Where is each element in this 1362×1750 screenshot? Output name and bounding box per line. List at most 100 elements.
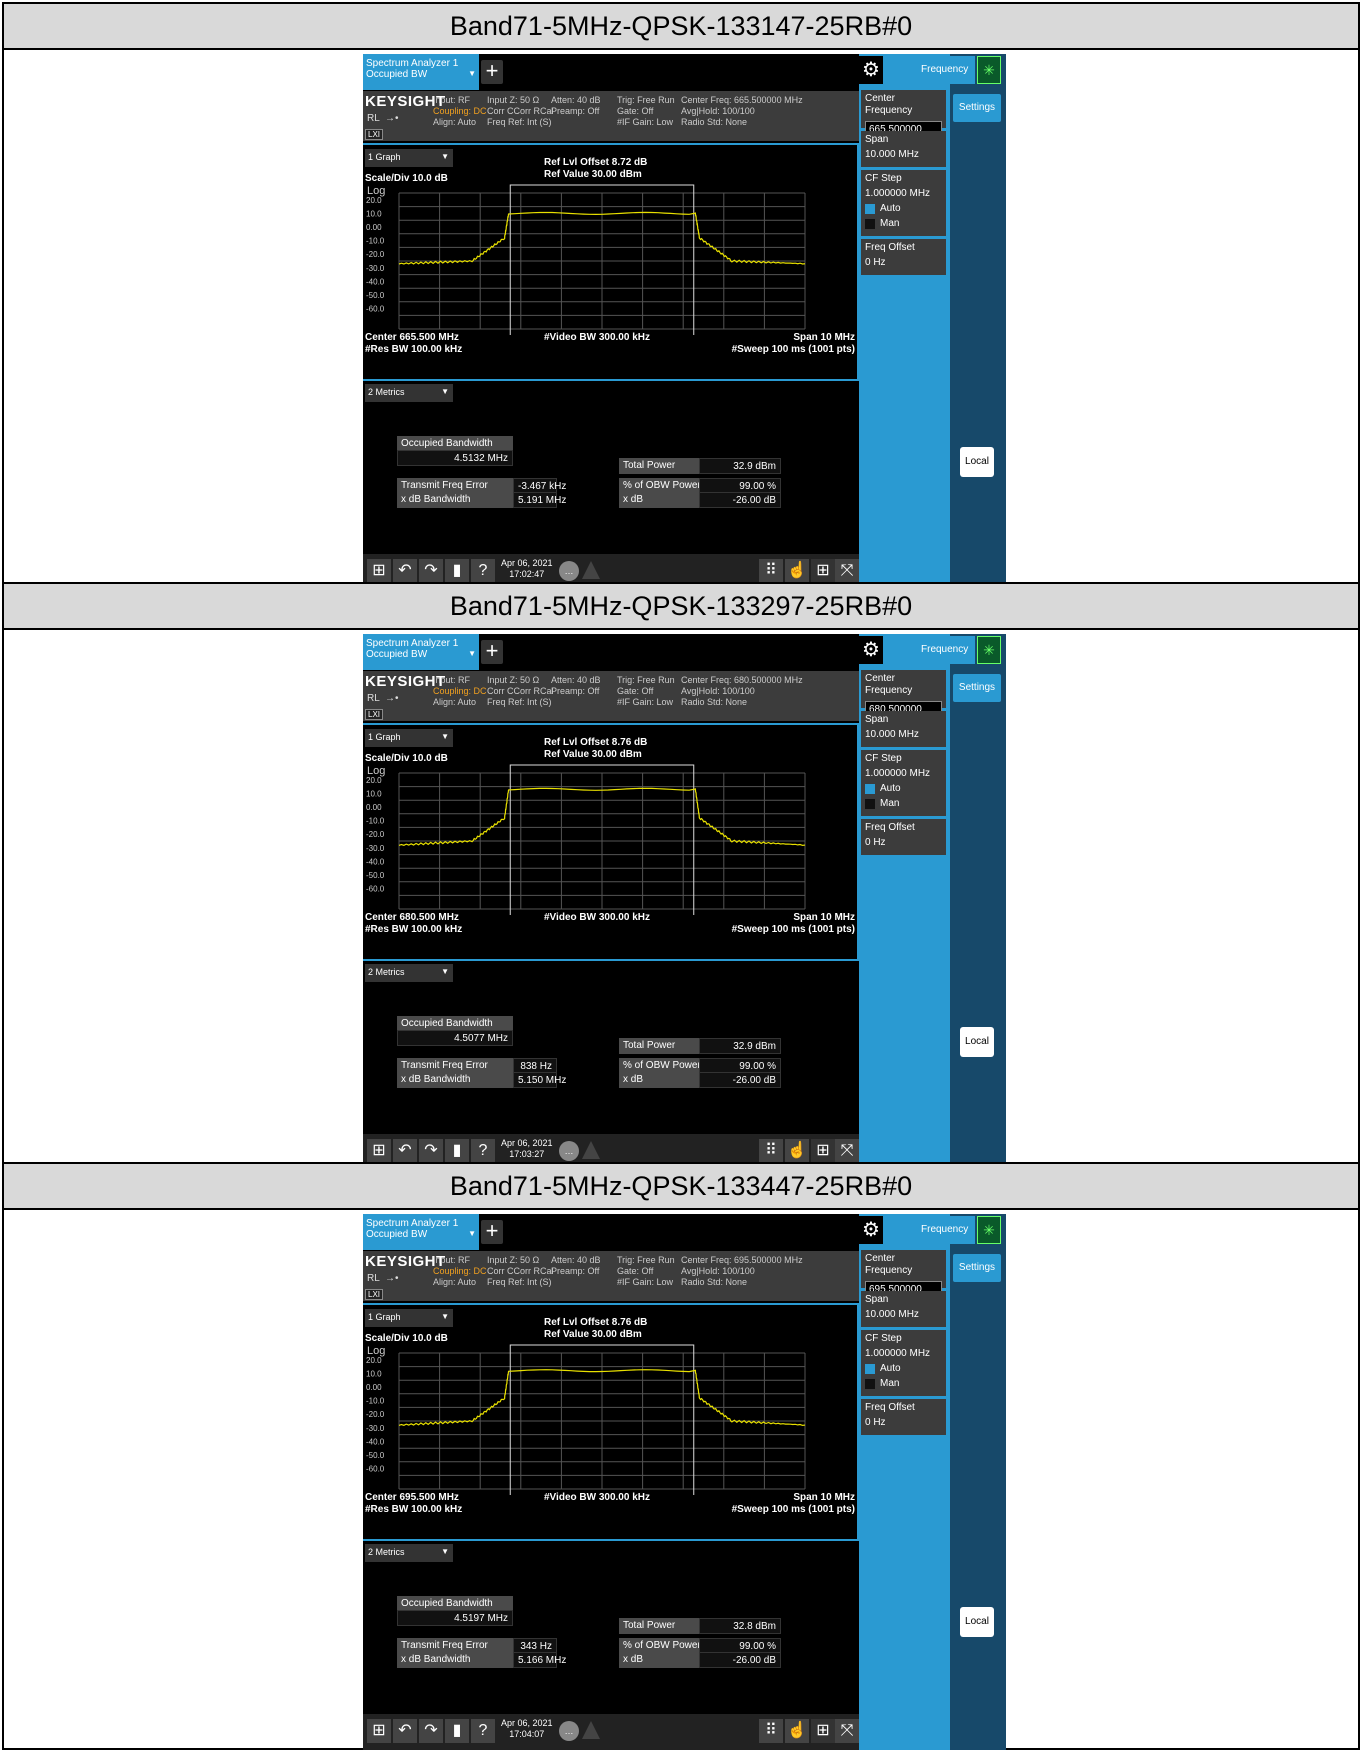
app-tab-name: Spectrum Analyzer 1 [366,638,459,649]
graph-window[interactable]: 1 Graph ▼ Ref Lvl Offset 8.76 dB Ref Valu… [363,1303,859,1541]
fullscreen-icon[interactable]: ⤧ [835,1719,859,1743]
graph-layout-select[interactable]: 1 Graph ▼ [365,1309,453,1327]
file-icon[interactable]: ▮ [445,559,469,582]
keypad-icon[interactable]: ⠿ [759,1139,783,1162]
gear-icon[interactable]: ⚙ [859,56,883,84]
redo-icon[interactable]: ↷ [419,559,443,582]
ref-value: Ref Value 30.00 dBm [544,749,642,760]
add-tab-button[interactable]: + [481,640,503,664]
softkey-cf-step[interactable]: CF Step 1.000000 MHz Auto Man [861,1330,946,1396]
add-tab-button[interactable]: + [481,60,503,84]
metrics-layout-select[interactable]: 2 Metrics ▼ [365,384,453,402]
help-icon[interactable]: ? [471,559,495,582]
warning-icon[interactable] [582,1141,600,1159]
graph-window[interactable]: 1 Graph ▼ Ref Lvl Offset 8.72 dB Ref Valu… [363,143,859,381]
warning-icon[interactable] [582,561,600,579]
metrics-window[interactable]: 2 Metrics ▼ Occupied Bandwidth 4.5132 MHz… [363,382,859,552]
app-tab[interactable]: Spectrum Analyzer 1 Occupied BW ▼ [363,634,479,670]
info-if-gain: #IF Gain: Low [617,1277,674,1287]
softkey-center-frequency[interactable]: Center Frequency 695.500000 MHz [861,1250,946,1311]
total-power-label: Total Power [619,1618,699,1634]
info-preamp: Preamp: Off [551,106,600,116]
message-icon[interactable]: … [559,1721,579,1741]
help-icon[interactable]: ? [471,1719,495,1743]
metrics-layout-select[interactable]: 2 Metrics ▼ [365,964,453,982]
softkey-span[interactable]: Span 10.000 MHz [861,711,946,747]
app-tab-mode: Occupied BW [366,1229,428,1240]
settings-tab[interactable]: Settings [953,1254,1001,1282]
windows-start-icon[interactable]: ⊞ [367,559,391,582]
spectrum-plot: 20.0 10.0 0.00 -10.0 -20.0 -30.0 -40.0 -50.0 -60… [366,184,806,335]
softkey-cf-step[interactable]: CF Step 1.000000 MHz Auto Man [861,750,946,816]
touch-icon[interactable]: ☝ [785,559,809,582]
ref-value: Ref Value 30.00 dBm [544,1329,642,1340]
app-tab[interactable]: Spectrum Analyzer 1 Occupied BW ▼ [363,54,479,90]
windows-start-icon[interactable]: ⊞ [367,1139,391,1162]
fullscreen-icon[interactable]: ⤧ [835,559,859,582]
cfstep-man-option[interactable]: Man [865,1378,942,1390]
softkey-cf-step[interactable]: CF Step 1.000000 MHz Auto Man [861,170,946,236]
metrics-layout-select[interactable]: 2 Metrics ▼ [365,1544,453,1562]
message-icon[interactable]: … [559,1141,579,1161]
settings-tab[interactable]: Settings [953,674,1001,702]
frequency-menu[interactable]: Frequency▼ [911,1216,985,1244]
analyzer-screen: Spectrum Analyzer 1 Occupied BW ▼ + KEYS… [363,54,1006,582]
cfstep-auto-option[interactable]: Auto [865,1363,942,1375]
frequency-menu[interactable]: Frequency▼ [911,636,985,664]
multiwindow-icon[interactable]: ⊞ [811,1139,835,1162]
info-input-z: Input Z: 50 Ω [487,1255,540,1265]
undo-icon[interactable]: ↶ [393,1719,417,1743]
app-tab-mode: Occupied BW [366,649,428,660]
cfstep-man-option[interactable]: Man [865,798,942,810]
metrics-window[interactable]: 2 Metrics ▼ Occupied Bandwidth 4.5077 MHz… [363,962,859,1132]
fullscreen-icon[interactable]: ⤧ [835,1139,859,1162]
metrics-window[interactable]: 2 Metrics ▼ Occupied Bandwidth 4.5197 MHz… [363,1542,859,1712]
local-button[interactable]: Local [960,1027,994,1057]
frequency-menu-label: Frequency [921,1224,969,1235]
y-tick-label: -40.0 [366,857,385,866]
keypad-icon[interactable]: ⠿ [759,559,783,582]
file-icon[interactable]: ▮ [445,1139,469,1162]
redo-icon[interactable]: ↷ [419,1719,443,1743]
message-icon[interactable]: … [559,561,579,581]
add-tab-button[interactable]: + [481,1220,503,1244]
keypad-icon[interactable]: ⠿ [759,1719,783,1743]
graph-layout-select[interactable]: 1 Graph ▼ [365,729,453,747]
app-tab[interactable]: Spectrum Analyzer 1 Occupied BW ▼ [363,1214,479,1250]
help-icon[interactable]: ? [471,1139,495,1162]
windows-start-icon[interactable]: ⊞ [367,1719,391,1743]
local-button[interactable]: Local [960,1607,994,1637]
settings-tab[interactable]: Settings [953,94,1001,122]
gear-icon[interactable]: ⚙ [859,636,883,664]
tfe-label: Transmit Freq Error [397,1058,513,1074]
undo-icon[interactable]: ↶ [393,559,417,582]
local-button[interactable]: Local [960,447,994,477]
touch-icon[interactable]: ☝ [785,1719,809,1743]
softkey-center-frequency[interactable]: Center Frequency 665.500000 MHz [861,90,946,151]
graph-layout-select[interactable]: 1 Graph ▼ [365,149,453,167]
multiwindow-icon[interactable]: ⊞ [811,1719,835,1743]
spectrum-plot: 20.0 10.0 0.00 -10.0 -20.0 -30.0 -40.0 -50.0 -60… [366,764,806,915]
softkey-freq-offset[interactable]: Freq Offset 0 Hz [861,819,946,855]
redo-icon[interactable]: ↷ [419,1139,443,1162]
multiwindow-icon[interactable]: ⊞ [811,559,835,582]
frequency-menu[interactable]: Frequency▼ [911,56,985,84]
softkey-span[interactable]: Span 10.000 MHz [861,131,946,167]
softkey-freq-offset[interactable]: Freq Offset 0 Hz [861,239,946,275]
softkey-span[interactable]: Span 10.000 MHz [861,1291,946,1327]
cfstep-auto-option[interactable]: Auto [865,783,942,795]
span-value: 10.000 MHz [865,1309,919,1320]
file-icon[interactable]: ▮ [445,1719,469,1743]
cfstep-man-option[interactable]: Man [865,218,942,230]
warning-icon[interactable] [582,1721,600,1739]
softkey-freq-offset[interactable]: Freq Offset 0 Hz [861,1399,946,1435]
cfstep-auto-option[interactable]: Auto [865,203,942,215]
touch-icon[interactable]: ☝ [785,1139,809,1162]
y-tick-label: -40.0 [366,277,385,286]
scale-div: Scale/Div 10.0 dB [365,1333,448,1344]
gear-icon[interactable]: ⚙ [859,1216,883,1244]
graph-window[interactable]: 1 Graph ▼ Ref Lvl Offset 8.76 dB Ref Valu… [363,723,859,961]
undo-icon[interactable]: ↶ [393,1139,417,1162]
softkey-center-frequency[interactable]: Center Frequency 680.500000 MHz [861,670,946,731]
sweep-label: #Sweep 100 ms (1001 pts) [731,1504,855,1515]
